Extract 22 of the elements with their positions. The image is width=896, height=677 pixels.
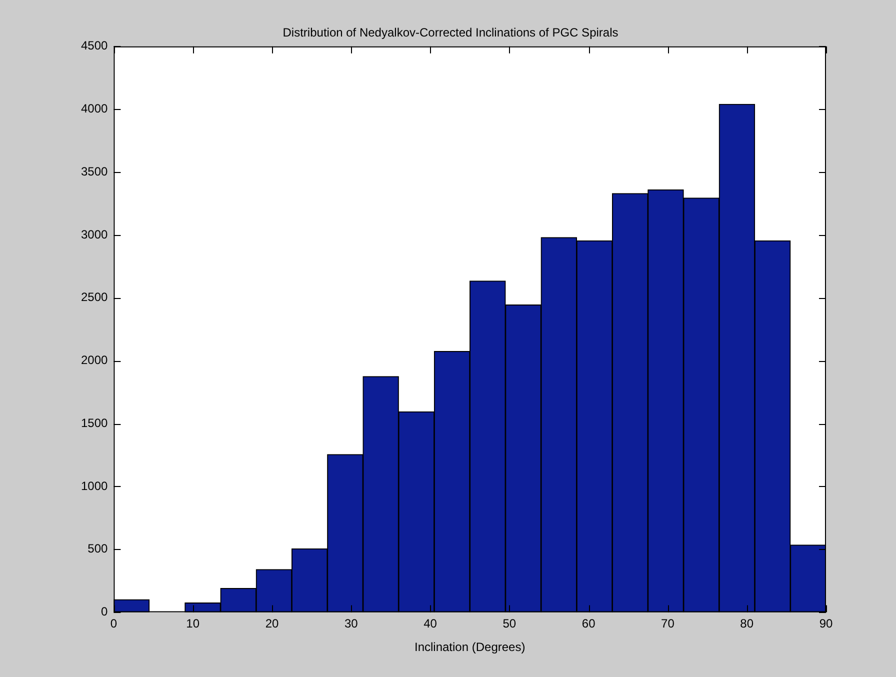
chart-title: Distribution of Nedyalkov-Corrected Inclinations of PGC Spirals	[282, 26, 618, 40]
x-tick-label: 70	[661, 616, 675, 631]
x-tick-label: 50	[502, 616, 516, 631]
y-tick-label: 1500	[80, 416, 108, 430]
x-tick-label: 40	[424, 616, 438, 631]
y-tick-label: 3000	[80, 227, 108, 242]
x-tick-label: 90	[819, 616, 833, 631]
x-tick-label: 30	[344, 616, 358, 631]
y-tick-label: 4500	[80, 38, 108, 53]
x-axis-title: Inclination (Degrees)	[414, 640, 526, 654]
x-tick-label: 80	[740, 616, 754, 631]
y-tick-label: 1000	[80, 478, 108, 493]
y-tick-label: 2500	[80, 290, 108, 304]
y-tick-label: 500	[88, 542, 108, 556]
y-tick-label: 4000	[80, 102, 108, 116]
y-tick-label: 2000	[80, 353, 108, 368]
x-tick-label: 0	[110, 616, 118, 631]
x-tick-label: 60	[582, 616, 596, 631]
x-tick-label: 20	[265, 616, 279, 631]
y-tick-label: 3500	[80, 164, 108, 178]
y-tick-label: 0	[101, 604, 108, 619]
x-tick-label: 10	[186, 616, 200, 631]
